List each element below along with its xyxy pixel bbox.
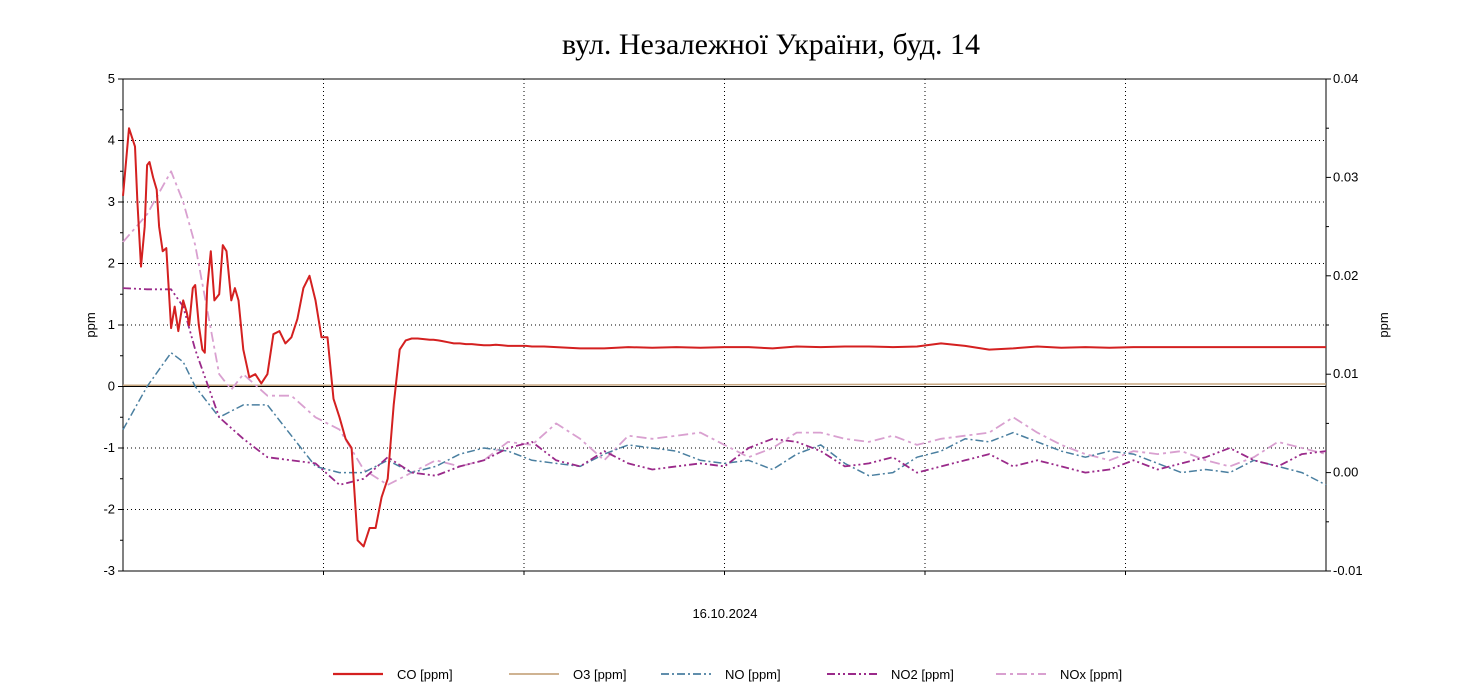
y-right-tick-label: 0.04	[1333, 71, 1358, 86]
y-right-tick-label: 0.03	[1333, 169, 1358, 184]
series-layer	[122, 127, 1327, 548]
x-axis-label: 16.10.2024	[692, 606, 757, 621]
legend-label-no: NO [ppm]	[725, 667, 781, 682]
chart-title: вул. Незалежної України, буд. 14	[562, 28, 980, 61]
y-left-tick-label: 2	[108, 256, 115, 271]
legend-label-nox: NOx [ppm]	[1060, 667, 1122, 682]
y-right-tick-label: 0.02	[1333, 268, 1358, 283]
y-right-tick-label: 0.00	[1333, 465, 1358, 480]
y-axis-right-label: ppm	[1376, 312, 1391, 337]
axis-ticks: 5 4 3 2 1 0 -1 -2 -3 0.04 0.03 0.02 0.01 0.00 -0.01	[103, 71, 1362, 578]
y-left-tick-label: 5	[108, 71, 115, 86]
series-line-no2	[122, 287, 1327, 486]
y-left-tick-label: -3	[103, 563, 115, 578]
y-left-tick-label: 0	[108, 379, 115, 394]
series-line-co	[122, 127, 1326, 548]
legend-label-no2: NO2 [ppm]	[891, 667, 954, 682]
series-line-o3	[123, 383, 1326, 387]
grid	[123, 79, 1326, 571]
series-line-nox	[122, 170, 1327, 486]
legend-label-o3: O3 [ppm]	[573, 667, 626, 682]
y-right-tick-label: -0.01	[1333, 563, 1363, 578]
y-left-tick-label: -2	[103, 502, 115, 517]
legend: CO [ppm] O3 [ppm] NO [ppm] NO2 [ppm] NOx [pp…	[333, 667, 1122, 682]
y-left-tick-label: 1	[108, 317, 115, 332]
y-right-tick-label: 0.01	[1333, 366, 1358, 381]
y-left-tick-label: -1	[103, 440, 115, 455]
y-left-tick-label: 3	[108, 194, 115, 209]
y-left-tick-label: 4	[108, 133, 115, 148]
y-axis-left-label: ppm	[83, 312, 98, 337]
legend-label-co: CO [ppm]	[397, 667, 453, 682]
